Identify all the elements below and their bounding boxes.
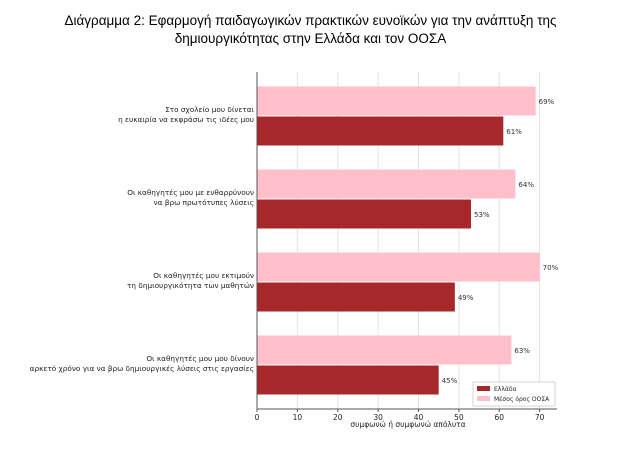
data-label-greece-1: 53%	[474, 211, 490, 219]
legend-swatch-0	[477, 386, 490, 391]
bar-greece-0	[257, 116, 504, 146]
bar-oecd-1	[257, 169, 516, 199]
legend-label-0: Ελλάδα	[494, 386, 517, 393]
category-label-2-line-1: τη δημιουργικότητα των μαθητών	[127, 281, 254, 290]
chart-title: Διάγραμμα 2: Εφαρμογή παιδαγωγικών πρακτ…	[0, 12, 621, 48]
data-label-oecd-3: 63%	[514, 347, 530, 355]
category-label-3-line-0: Οι καθηγητές μου μου δίνουν	[146, 354, 254, 363]
chart-title-line-2: δημιουργικότητας στην Ελλάδα και τον ΟΟΣ…	[174, 31, 447, 46]
x-axis-title: συμφωνώ ή συμφωνώ απόλυτα	[350, 420, 465, 429]
data-label-greece-0: 61%	[506, 128, 522, 136]
chart-title-line-1: Διάγραμμα 2: Εφαρμογή παιδαγωγικών πρακτ…	[64, 13, 557, 28]
x-tick-label-4: 40	[414, 413, 424, 422]
x-tick-label-0: 0	[255, 413, 260, 422]
legend-swatch-1	[477, 396, 490, 401]
legend-label-1: Μέσος όρος ΟΟΣΑ	[494, 396, 550, 403]
data-label-oecd-1: 64%	[518, 181, 534, 189]
category-label-0-line-0: Στο σχολείο μου δίνεται	[165, 105, 254, 114]
legend-box	[472, 381, 556, 407]
x-tick-label-6: 60	[494, 413, 504, 422]
bar-greece-2	[257, 282, 455, 312]
data-label-greece-2: 49%	[458, 294, 474, 302]
bar-oecd-0	[257, 86, 536, 116]
x-tick-label-2: 20	[333, 413, 343, 422]
data-label-oecd-0: 69%	[539, 98, 555, 106]
bar-oecd-3	[257, 335, 512, 365]
x-tick-label-5: 50	[454, 413, 464, 422]
data-label-oecd-2: 70%	[543, 264, 559, 272]
category-label-0-line-1: η ευκαιρία να εκφράσω τις ιδέες μου	[118, 115, 254, 124]
bar-greece-3	[257, 365, 439, 395]
x-tick-label-3: 30	[373, 413, 383, 422]
category-label-1-line-1: να βρω πρωτότυπες λύσεις	[154, 198, 254, 207]
x-tick-label-1: 10	[293, 413, 303, 422]
x-tick-label-7: 70	[535, 413, 545, 422]
legend: Ελλάδα Μέσος όρος ΟΟΣΑ	[472, 381, 556, 407]
category-label-1-line-0: Οι καθηγητές μου με ενθαρρύνουν	[127, 188, 254, 197]
bar-greece-1	[257, 199, 472, 229]
data-label-greece-3: 45%	[442, 377, 458, 385]
category-label-3-line-1: αρκετό χρόνο για να βρω δημιουργικές λύσ…	[30, 364, 254, 373]
bar-oecd-2	[257, 252, 540, 282]
category-label-2-line-0: Οι καθηγητές μου εκτιμούν	[153, 271, 254, 280]
